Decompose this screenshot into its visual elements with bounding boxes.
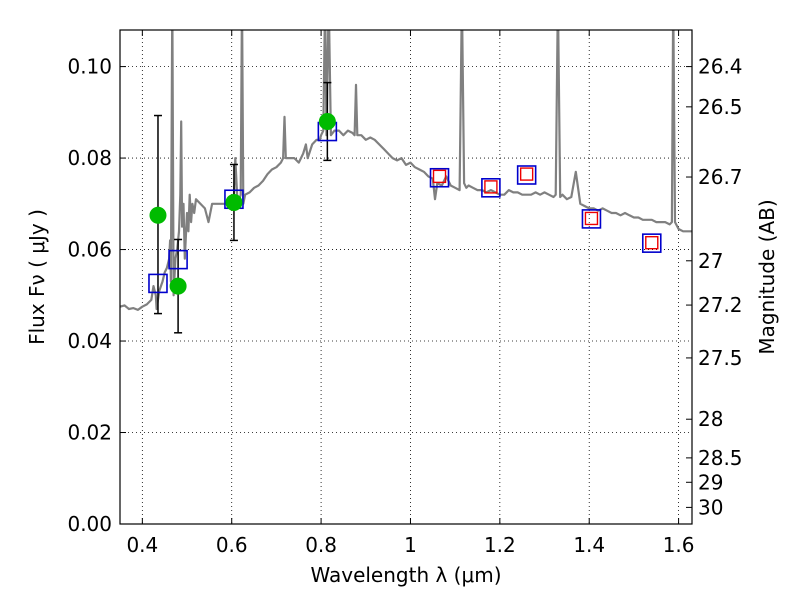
mag-tick-label: 27 [698,249,723,273]
mag-tick-label: 26.5 [698,95,743,119]
green-circle-marker [225,193,243,211]
blue-square-marker [516,165,537,185]
plot-background [120,30,692,524]
mag-tick-label: 29 [698,470,723,494]
blue-square-marker [641,233,662,253]
blue-square-marker [581,209,602,229]
mag-tick-label: 26.4 [698,55,743,79]
x-tick-label: 1.2 [484,533,516,557]
green-circle-marker [318,112,336,130]
mag-tick-label: 26.7 [698,165,743,189]
y-tick-label: 0.04 [67,329,112,353]
y-tick-label: 0.00 [67,512,112,536]
y-tick-label: 0.02 [67,421,112,445]
blue-square-marker [429,167,450,188]
mag-tick-label: 27.5 [698,346,743,370]
x-tick-label: 0.6 [216,533,248,557]
green-circle-marker [169,277,187,295]
x-tick-label: 0.4 [126,533,158,557]
y-axis-label: Flux Fν ( μJy ) [25,209,49,345]
y2-axis-label: Magnitude (AB) [755,199,779,354]
mag-tick-label: 30 [698,495,723,519]
blue-square-marker [148,273,168,294]
x-tick-label: 0.8 [305,533,337,557]
y-tick-label: 0.10 [67,55,112,79]
red-square-marker [584,211,599,226]
x-tick-label: 1.4 [573,533,605,557]
axis-ticks: 0.4 0.6 0.8 1 1.2 1.4 1.6 0.00 0.02 0.04 0.06 0.08 0… [67,30,743,557]
blue-square-marker [481,178,501,198]
x-tick-label: 1.6 [663,533,695,557]
mag-tick-label: 28 [698,407,723,431]
red-square-marker [484,180,498,194]
x-axis-label: Wavelength λ (μm) [310,563,501,587]
red-square-marker [519,167,534,181]
green-circle-marker [149,206,167,224]
mag-tick-label: 27.2 [698,293,743,317]
plot-data [120,30,692,334]
x-tick-label: 1 [404,533,417,557]
plot-frame [119,29,693,525]
red-square-marker [432,169,447,184]
mag-tick-label: 28.5 [698,446,743,470]
blue-square-marker [168,249,188,270]
y-tick-label: 0.08 [67,146,112,170]
red-square-marker [645,235,659,250]
y-tick-label: 0.06 [67,238,112,262]
model-spectrum-line [120,30,692,311]
